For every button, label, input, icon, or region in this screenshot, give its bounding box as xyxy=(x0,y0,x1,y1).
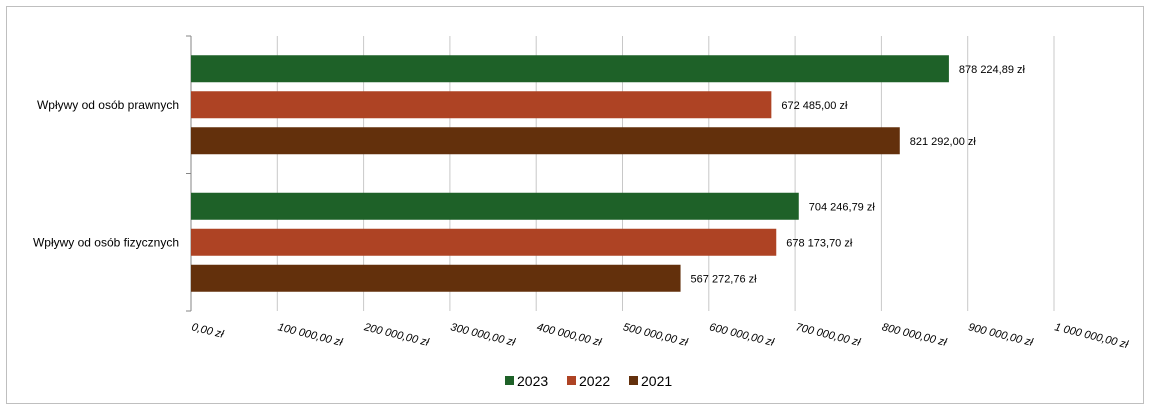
legend-label-2022: 2022 xyxy=(579,373,610,389)
bar-2022-0 xyxy=(191,91,772,119)
data-label-2023-1: 704 246,79 zł xyxy=(809,201,876,213)
x-tick-label-10: 1 000 000,00 zł xyxy=(1053,321,1129,351)
x-tick-label-4: 400 000,00 zł xyxy=(535,321,603,349)
category-label-1: Wpływy od osób fizycznych xyxy=(33,235,179,249)
category-axis xyxy=(186,35,192,312)
legend-label-2023: 2023 xyxy=(517,373,548,389)
x-tick-label-2: 200 000,00 zł xyxy=(362,321,431,349)
category-labels: Wpływy od osób prawnych Wpływy od osób fi… xyxy=(33,98,179,250)
legend-swatch-2023 xyxy=(505,376,514,385)
x-tick-label-8: 800 000,00 zł xyxy=(881,321,949,349)
x-tick-label-3: 300 000,00 zł xyxy=(449,321,517,349)
x-tick-label-7: 700 000,00 zł xyxy=(794,321,862,349)
data-label-2021-1: 567 272,76 zł xyxy=(691,273,758,285)
legend-swatch-2022 xyxy=(567,376,576,385)
data-labels: 878 224,89 zł 672 485,00 zł 821 292,00 zł 7… xyxy=(691,64,1026,286)
x-tick-label-5: 500 000,00 zł xyxy=(622,321,690,349)
bar-2023-1 xyxy=(191,192,799,220)
x-tick-label-1: 100 000,00 zł xyxy=(277,321,345,349)
bar-2021-0 xyxy=(191,127,900,155)
data-label-2022-0: 672 485,00 zł xyxy=(781,100,848,112)
x-tick-label-0: 0,00 zł xyxy=(190,321,225,341)
data-label-2023-0: 878 224,89 zł xyxy=(959,64,1026,76)
legend-label-2021: 2021 xyxy=(641,373,672,389)
x-axis-tick-labels: 0,00 zł 100 000,00 zł 200 000,00 zł 300 000… xyxy=(190,321,1129,351)
data-label-2022-1: 678 173,70 zł xyxy=(786,237,853,249)
bar-2021-1 xyxy=(191,264,681,292)
x-tick-label-6: 600 000,00 zł xyxy=(708,321,776,349)
bar-2023-0 xyxy=(191,55,949,83)
x-tick-label-9: 900 000,00 zł xyxy=(967,321,1035,349)
legend-swatch-2021 xyxy=(629,376,638,385)
data-label-2021-0: 821 292,00 zł xyxy=(910,136,977,148)
bar-2022-1 xyxy=(191,228,777,256)
category-label-0: Wpływy od osób prawnych xyxy=(37,98,179,112)
bars xyxy=(191,55,949,292)
legend: 2023 2022 2021 xyxy=(505,373,672,389)
